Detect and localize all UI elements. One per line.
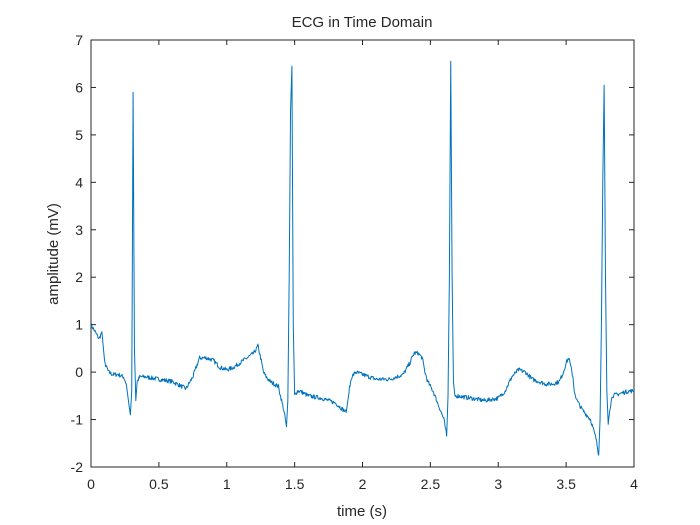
x-tick-label: 2.5 xyxy=(421,476,441,492)
ecg-signal-line xyxy=(90,60,635,456)
y-axis-ticks: -2 -1 0 1 2 3 4 5 6 7 xyxy=(71,32,634,475)
y-tick-label: 4 xyxy=(75,174,83,190)
x-tick-label: 1 xyxy=(223,476,231,492)
y-tick-label: 6 xyxy=(75,79,83,95)
x-axis-ticks: 0 0.5 1 1.5 2 2.5 3 3.5 4 xyxy=(87,40,638,492)
y-tick-label: 5 xyxy=(75,127,83,143)
axes-box xyxy=(90,39,635,468)
x-tick-label: 4 xyxy=(630,476,638,492)
y-tick-label: -1 xyxy=(71,412,84,428)
y-tick-label: 2 xyxy=(75,269,83,285)
chart-title: ECG in Time Domain xyxy=(292,14,433,31)
x-tick-label: 3.5 xyxy=(556,476,576,492)
x-tick-label: 0.5 xyxy=(149,476,169,492)
y-tick-label: -2 xyxy=(71,459,84,475)
y-axis-label: amplitude (mV) xyxy=(45,203,62,305)
x-axis-label: time (s) xyxy=(337,503,387,520)
series-layer xyxy=(90,60,635,456)
x-tick-label: 0 xyxy=(87,476,95,492)
y-tick-label: 3 xyxy=(75,222,83,238)
x-tick-label: 1.5 xyxy=(285,476,305,492)
plot-area: 0 0.5 1 1.5 2 2.5 3 3.5 4 -2 -1 0 1 2 3 4 5 6 7 xyxy=(71,32,639,492)
y-tick-label: 1 xyxy=(75,317,83,333)
x-tick-label: 3 xyxy=(494,476,502,492)
y-tick-label: 7 xyxy=(75,32,83,48)
y-tick-label: 0 xyxy=(75,364,83,380)
x-tick-label: 2 xyxy=(359,476,367,492)
